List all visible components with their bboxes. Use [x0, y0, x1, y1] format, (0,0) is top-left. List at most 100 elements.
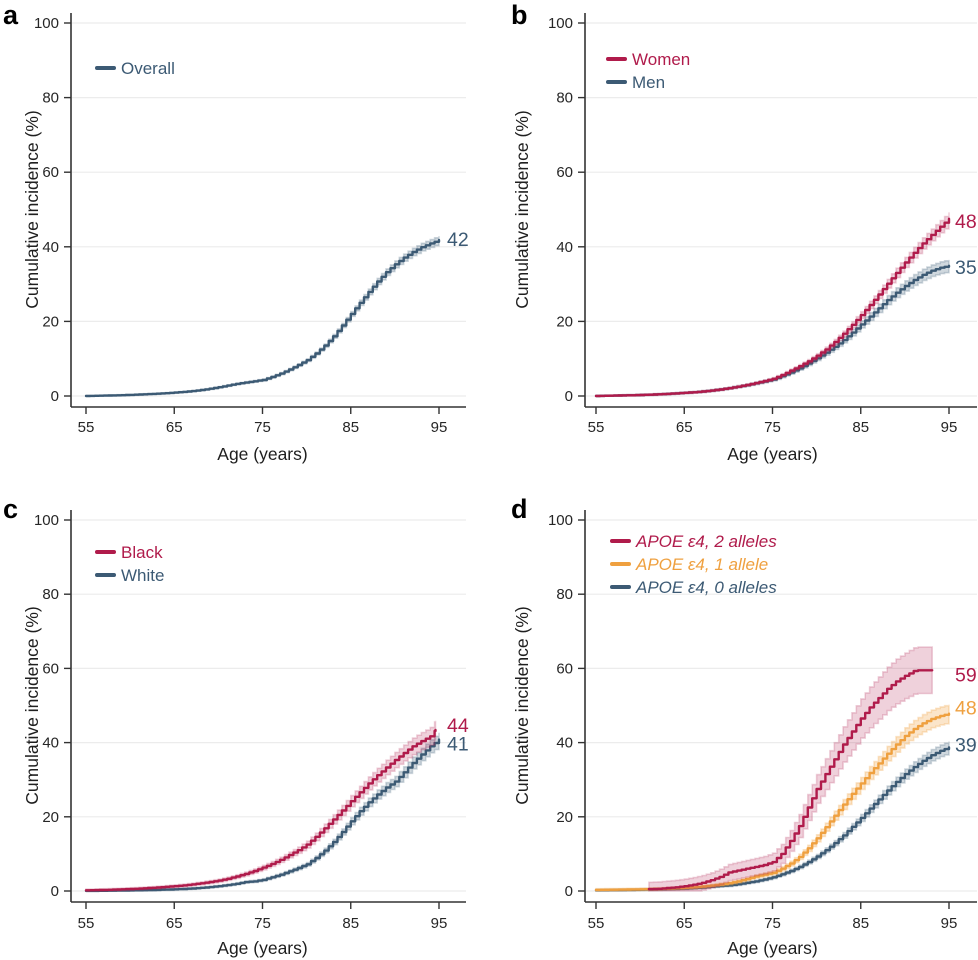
series-line	[84, 238, 441, 398]
y-axis-label: Cumulative incidence (%)	[512, 110, 532, 308]
legend-label: Overall	[121, 59, 175, 78]
chart-c: 0 20 40 60 80 100 55 65 75 85 95 Cumulative inciden…	[22, 510, 469, 958]
x-tick-label: 75	[764, 419, 781, 436]
axes	[70, 13, 466, 408]
panel-letter-d: d	[511, 494, 528, 524]
series-line	[594, 217, 951, 398]
legend-a: Overall	[95, 59, 175, 78]
y-tick-label: 0	[565, 388, 573, 405]
x-tick-label: 85	[342, 419, 359, 436]
y-tick-label: 20	[42, 313, 59, 330]
y-tick-label: 60	[42, 164, 59, 181]
panel-c: c 0 20 40 60 80 100 55 65 75 85 95 Cumulative incide…	[0, 480, 489, 960]
y-tick-label: 100	[548, 512, 573, 529]
panel-a: a 0 20 40 60 80 100 55 65 75 85 95 Cumulative incide…	[0, 0, 489, 480]
legend-label: White	[121, 566, 164, 585]
y-tick-label: 0	[51, 883, 59, 900]
x-axis-label: Age (years)	[217, 444, 307, 464]
confidence-band	[85, 236, 440, 397]
y-tick-label: 60	[556, 660, 573, 677]
legend-label: Black	[121, 543, 163, 562]
y-axis-label: Cumulative incidence (%)	[22, 110, 42, 308]
gridlines	[586, 519, 977, 892]
x-tick-label: 85	[342, 915, 359, 932]
x-tick-label: 55	[78, 419, 95, 436]
series-line	[594, 264, 951, 398]
axes	[584, 510, 977, 903]
x-axis-label: Age (years)	[727, 938, 817, 958]
end-label-d-0: 59	[955, 664, 977, 686]
x-tick-label: 95	[941, 915, 958, 932]
y-tick-label: 20	[556, 809, 573, 826]
gridlines	[72, 22, 466, 397]
end-label-b-1: 35	[955, 257, 977, 279]
y-tick-label: 80	[556, 90, 573, 107]
chart-b: 0 20 40 60 80 100 55 65 75 85 95 Cumulative inciden…	[512, 13, 977, 464]
y-tick-label: 0	[51, 388, 59, 405]
y-tick-label: 40	[42, 735, 59, 752]
x-tick-label: 65	[166, 915, 183, 932]
y-tick-label: 100	[34, 15, 59, 32]
end-label-d-2: 39	[955, 734, 977, 756]
panel-letter-b: b	[511, 0, 528, 30]
y-tick-label: 40	[556, 735, 573, 752]
series-a-0	[84, 236, 441, 398]
legend-label: APOE ε4, 2 alleles	[635, 532, 777, 551]
y-axis-label: Cumulative incidence (%)	[22, 606, 42, 804]
y-tick-label: 40	[556, 239, 573, 256]
end-label-c-0: 44	[447, 715, 469, 737]
legend-label: Women	[632, 50, 690, 69]
x-axis-label: Age (years)	[217, 938, 307, 958]
series-d-0	[647, 646, 934, 892]
legend-d: APOE ε4, 2 alleles APOE ε4, 1 allele APOE …	[610, 532, 777, 597]
x-tick-label: 75	[764, 915, 781, 932]
y-tick-label: 80	[556, 586, 573, 603]
y-tick-label: 0	[565, 883, 573, 900]
y-tick-label: 80	[42, 90, 59, 107]
chart-a: 0 20 40 60 80 100 55 65 75 85 95 Cumulative inciden…	[22, 13, 469, 464]
tick-marks: 0 20 40 60 80 100 55 65 75 85 95	[548, 15, 957, 436]
series-c-1	[84, 732, 441, 893]
y-axis-label: Cumulative incidence (%)	[512, 606, 532, 804]
tick-marks: 0 20 40 60 80 100 55 65 75 85 95	[34, 512, 447, 932]
y-tick-label: 100	[34, 512, 59, 529]
y-tick-label: 20	[556, 313, 573, 330]
confidence-band	[648, 646, 933, 892]
end-label-a-0: 42	[447, 229, 469, 251]
chart-d: 0 20 40 60 80 100 55 65 75 85 95 Cumulative inciden…	[512, 510, 977, 958]
y-tick-label: 60	[42, 660, 59, 677]
series-line	[84, 738, 441, 893]
legend-label: APOE ε4, 0 alleles	[635, 578, 777, 597]
x-tick-label: 95	[941, 419, 958, 436]
x-tick-label: 95	[431, 915, 448, 932]
confidence-band	[85, 720, 437, 892]
x-tick-label: 55	[588, 915, 605, 932]
x-tick-label: 55	[588, 419, 605, 436]
legend-label: Men	[632, 73, 665, 92]
series-line	[84, 728, 437, 892]
x-tick-label: 65	[166, 419, 183, 436]
y-tick-label: 40	[42, 239, 59, 256]
series-line	[647, 669, 934, 891]
end-label-d-1: 48	[955, 698, 977, 720]
y-tick-label: 60	[556, 164, 573, 181]
x-tick-label: 65	[676, 419, 693, 436]
y-tick-label: 20	[42, 809, 59, 826]
axes	[584, 13, 977, 408]
x-tick-label: 95	[431, 419, 448, 436]
panel-d: d 0 20 40 60 80 100 55 65 75 85 95 Cumulative incide…	[489, 480, 978, 960]
x-tick-label: 65	[676, 915, 693, 932]
panel-letter-c: c	[3, 494, 19, 524]
tick-marks: 0 20 40 60 80 100 55 65 75 85 95	[548, 512, 957, 932]
x-tick-label: 55	[78, 915, 95, 932]
x-tick-label: 75	[254, 915, 271, 932]
series-b-0	[594, 212, 951, 398]
confidence-band	[595, 212, 950, 397]
legend-label: APOE ε4, 1 allele	[635, 555, 768, 574]
legend-c: Black White	[95, 543, 164, 585]
end-label-c-1: 41	[447, 734, 469, 756]
x-tick-label: 85	[852, 915, 869, 932]
x-tick-label: 75	[254, 419, 271, 436]
tick-marks: 0 20 40 60 80 100 55 65 75 85 95	[34, 15, 447, 436]
